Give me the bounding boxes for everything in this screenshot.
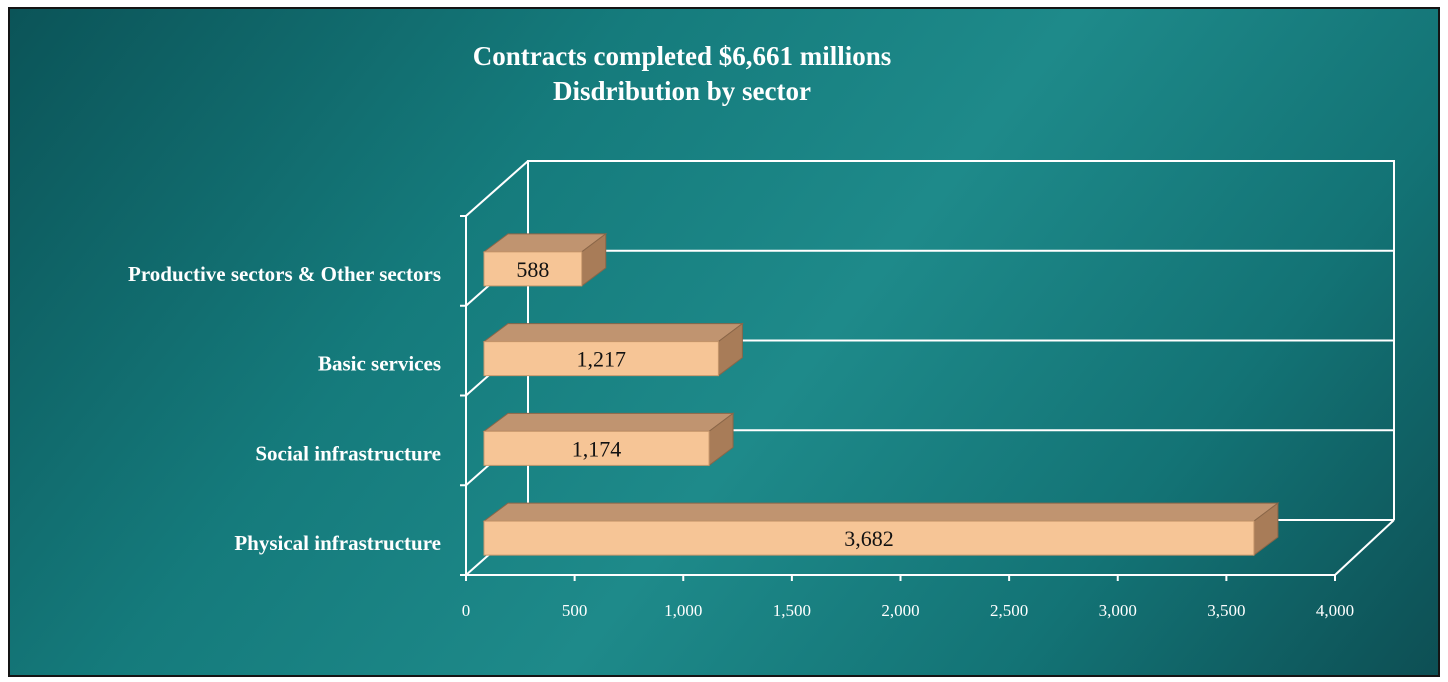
x-tick-label: 4,000: [1316, 601, 1354, 620]
bar-top-face: [482, 502, 1280, 522]
x-tick-label: 2,500: [990, 601, 1028, 620]
category-label: Social infrastructure: [255, 441, 441, 465]
bar-value-label: 1,217: [576, 347, 626, 372]
x-tick-label: 3,500: [1207, 601, 1245, 620]
floor-right-edge: [1334, 519, 1395, 576]
bar-value-label: 3,682: [844, 526, 894, 551]
x-tick-label: 2,000: [881, 601, 919, 620]
x-tick-label: 500: [562, 601, 588, 620]
x-tick-label: 3,000: [1099, 601, 1137, 620]
bar: [483, 520, 1255, 556]
bar: [483, 430, 710, 466]
bar-value-label: 1,174: [572, 436, 622, 461]
category-label: Basic services: [318, 352, 441, 376]
bar-top-face: [482, 412, 735, 432]
chart-title-line-2: Disdribution by sector: [552, 76, 812, 106]
chart-title-line-1: Contracts completed $6,661 millions: [472, 41, 892, 71]
bar-value-label: 588: [516, 257, 549, 282]
bar-chart: 0 500 1,000 1,500 2,000 2,500 3,000 3,500 4,000 3…: [128, 160, 1395, 620]
x-tick-label: 0: [462, 601, 471, 620]
bar: [483, 251, 583, 287]
x-tick-label: 1,000: [664, 601, 702, 620]
bar: [483, 341, 719, 377]
x-tick-label: 1,500: [773, 601, 811, 620]
chart-panel: Contracts completed $6,661 millions Disd…: [8, 7, 1440, 677]
chart-title: Contracts completed $6,661 millions Disd…: [10, 39, 1354, 109]
bar-top-face: [482, 323, 744, 343]
category-label: Productive sectors & Other sectors: [128, 262, 441, 286]
category-label: Physical infrastructure: [234, 531, 441, 555]
